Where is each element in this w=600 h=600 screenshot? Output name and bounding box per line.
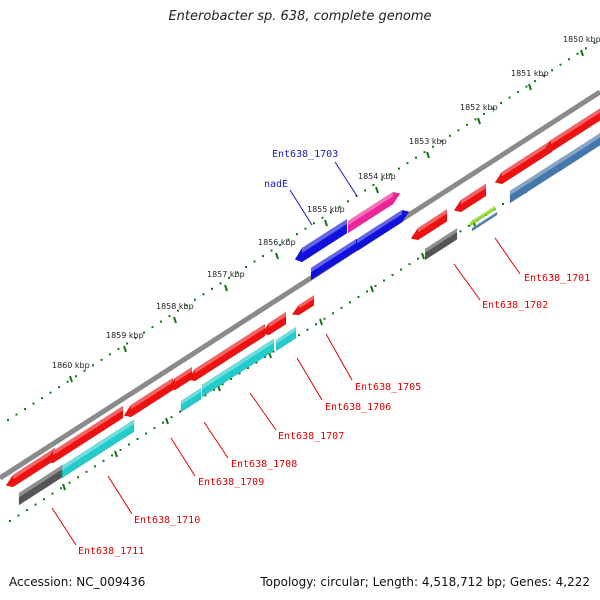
ruler-tick-label: 1850 kbp [563,35,600,44]
ruler-tick-label: 1858 kbp [156,302,194,311]
feature-label[interactable]: Ent638_1710 [134,515,200,526]
feature-blocks [5,108,600,506]
ruler-tick-label: 1860 kbp [52,361,90,370]
gene-block-1703-misc[interactable] [347,191,401,234]
other-block-1711[interactable] [18,464,64,506]
dotted-track-outer [7,41,596,421]
ruler-tick-label: 1857 kbp [207,270,245,279]
cds-block-1710[interactable] [61,419,135,479]
gene-block-1701[interactable] [453,183,487,213]
other-block-1702[interactable] [424,227,458,261]
feature-label[interactable]: Ent638_1707 [278,431,344,442]
feature-label[interactable]: Ent638_1711 [78,546,144,557]
cds-block-1707[interactable] [201,338,275,398]
ruler-tick-label: 1854 kbp [358,172,396,181]
ruler-tick-label: 1852 kbp [460,103,498,112]
blue-block-upper-right[interactable] [509,157,563,204]
cds-block-1706[interactable] [275,326,297,352]
ruler-tick-label: 1855 kbp [307,205,345,214]
feature-label[interactable]: nadE [264,179,288,190]
gene-block-1708[interactable] [167,366,193,391]
feature-label[interactable]: Ent638_1709 [198,477,264,488]
blue-block-edge[interactable] [559,130,600,172]
cds-block-1708[interactable] [180,387,202,413]
trna-block-1701[interactable] [471,211,498,232]
gene-block-1706[interactable] [261,311,287,336]
label-leader-lines [51,161,521,546]
feature-label[interactable]: Ent638_1702 [482,300,548,311]
feature-label[interactable]: Ent638_1703 [272,149,338,160]
feature-label[interactable]: Ent638_1708 [231,459,297,470]
accession-text: Accession: NC_009436 [9,575,146,589]
ruler-tick-label: 1851 kbp [511,69,549,78]
gene-block-nade[interactable] [294,218,348,263]
dotted-track-inner [9,142,598,522]
ruler-tick-label: 1859 kbp [106,331,144,340]
gene-block-1705[interactable] [291,294,315,316]
genome-title: Enterobacter sp. 638, complete genome [168,9,432,24]
gene-block-1703b[interactable] [356,209,410,252]
gene-block-1702[interactable] [410,208,448,241]
ruler-tick-label: 1856 kbp [258,238,296,247]
gene-block-edge[interactable] [543,108,600,153]
ncrna-block-1701[interactable] [469,205,496,227]
feature-labels: Ent638_1701 Ent638_1702 Ent638_1703 nadE Ent… [78,149,590,557]
feature-label[interactable]: Ent638_1706 [325,402,391,413]
feature-label[interactable]: Ent638_1701 [524,273,590,284]
ruler-tick-label: 1853 kbp [409,137,447,146]
topology-summary: Topology: circular; Length: 4,518,712 bp… [260,575,590,589]
gene-block-1710[interactable] [45,405,124,464]
feature-label[interactable]: Ent638_1705 [355,382,421,393]
backbone-line [0,89,600,481]
